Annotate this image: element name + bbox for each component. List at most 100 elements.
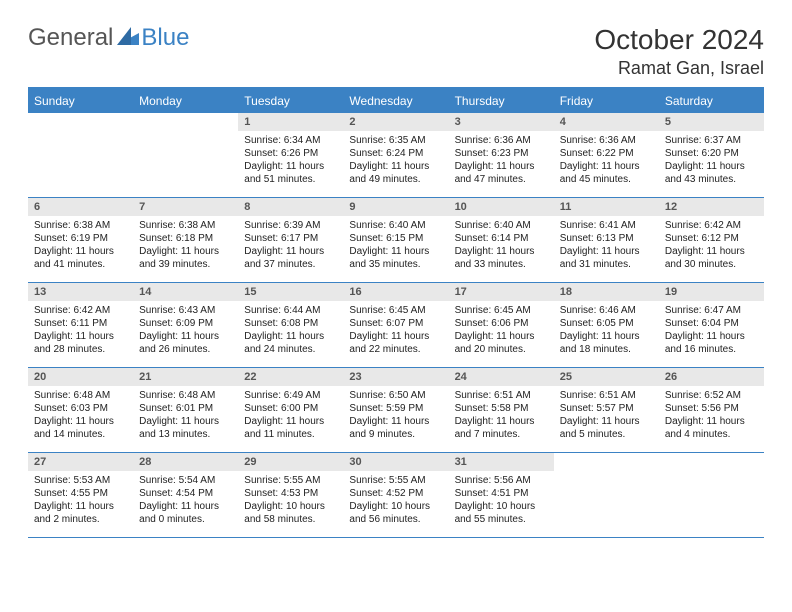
sunset-text: Sunset: 6:04 PM	[665, 317, 758, 330]
day-number: 27	[28, 453, 133, 471]
day-cell: 3Sunrise: 6:36 AMSunset: 6:23 PMDaylight…	[449, 113, 554, 197]
day-cell: 28Sunrise: 5:54 AMSunset: 4:54 PMDayligh…	[133, 453, 238, 537]
page: General Blue October 2024 Ramat Gan, Isr…	[0, 0, 792, 538]
brand-part2: Blue	[141, 24, 189, 52]
sunset-text: Sunset: 6:12 PM	[665, 232, 758, 245]
day-cell: 17Sunrise: 6:45 AMSunset: 6:06 PMDayligh…	[449, 283, 554, 367]
sunset-text: Sunset: 6:13 PM	[560, 232, 653, 245]
day-cell: 8Sunrise: 6:39 AMSunset: 6:17 PMDaylight…	[238, 198, 343, 282]
day-body: Sunrise: 6:37 AMSunset: 6:20 PMDaylight:…	[659, 131, 764, 192]
day-body: Sunrise: 6:36 AMSunset: 6:22 PMDaylight:…	[554, 131, 659, 192]
daylight-text: Daylight: 11 hours and 9 minutes.	[349, 415, 442, 441]
daylight-text: Daylight: 11 hours and 28 minutes.	[34, 330, 127, 356]
day-body: Sunrise: 6:48 AMSunset: 6:01 PMDaylight:…	[133, 386, 238, 447]
sunrise-text: Sunrise: 6:43 AM	[139, 304, 232, 317]
day-body: Sunrise: 6:45 AMSunset: 6:06 PMDaylight:…	[449, 301, 554, 362]
daylight-text: Daylight: 11 hours and 14 minutes.	[34, 415, 127, 441]
day-number: 25	[554, 368, 659, 386]
dow-monday: Monday	[133, 89, 238, 113]
day-body: Sunrise: 5:55 AMSunset: 4:53 PMDaylight:…	[238, 471, 343, 532]
day-body: Sunrise: 6:38 AMSunset: 6:19 PMDaylight:…	[28, 216, 133, 277]
day-number: 21	[133, 368, 238, 386]
daylight-text: Daylight: 10 hours and 58 minutes.	[244, 500, 337, 526]
header: General Blue October 2024 Ramat Gan, Isr…	[28, 24, 764, 79]
day-cell: 6Sunrise: 6:38 AMSunset: 6:19 PMDaylight…	[28, 198, 133, 282]
day-cell: 7Sunrise: 6:38 AMSunset: 6:18 PMDaylight…	[133, 198, 238, 282]
daylight-text: Daylight: 11 hours and 33 minutes.	[455, 245, 548, 271]
day-cell: 1Sunrise: 6:34 AMSunset: 6:26 PMDaylight…	[238, 113, 343, 197]
sunset-text: Sunset: 4:51 PM	[455, 487, 548, 500]
daylight-text: Daylight: 11 hours and 49 minutes.	[349, 160, 442, 186]
daylight-text: Daylight: 10 hours and 55 minutes.	[455, 500, 548, 526]
day-cell-empty	[133, 113, 238, 197]
sunrise-text: Sunrise: 6:50 AM	[349, 389, 442, 402]
day-cell: 10 Sunrise: 6:40 AMSunset: 6:14 PMDayligh…	[449, 198, 554, 282]
day-cell: 18Sunrise: 6:46 AMSunset: 6:05 PMDayligh…	[554, 283, 659, 367]
day-number: 1	[238, 113, 343, 131]
day-number: 30	[343, 453, 448, 471]
day-number: 9	[343, 198, 448, 216]
week-row: 1Sunrise: 6:34 AMSunset: 6:26 PMDaylight…	[28, 113, 764, 198]
day-body: Sunrise: 6:36 AMSunset: 6:23 PMDaylight:…	[449, 131, 554, 192]
sunrise-text: Sunrise: 6:38 AM	[139, 219, 232, 232]
sunset-text: Sunset: 6:17 PM	[244, 232, 337, 245]
dow-wednesday: Wednesday	[343, 89, 448, 113]
daylight-text: Daylight: 11 hours and 24 minutes.	[244, 330, 337, 356]
day-number: 31	[449, 453, 554, 471]
day-number: 18	[554, 283, 659, 301]
sunrise-text: Sunrise: 5:55 AM	[244, 474, 337, 487]
daylight-text: Daylight: 11 hours and 2 minutes.	[34, 500, 127, 526]
day-number: 10	[449, 198, 554, 216]
sunrise-text: Sunrise: 6:51 AM	[560, 389, 653, 402]
sunrise-text: Sunrise: 6:41 AM	[560, 219, 653, 232]
sunrise-text: Sunrise: 6:48 AM	[34, 389, 127, 402]
day-number: 19	[659, 283, 764, 301]
sunrise-text: Sunrise: 6:49 AM	[244, 389, 337, 402]
sunrise-text: Sunrise: 6:40 AM	[455, 219, 548, 232]
day-cell: 16Sunrise: 6:45 AMSunset: 6:07 PMDayligh…	[343, 283, 448, 367]
day-number: 12	[659, 198, 764, 216]
day-cell: 24Sunrise: 6:51 AMSunset: 5:58 PMDayligh…	[449, 368, 554, 452]
sunset-text: Sunset: 5:58 PM	[455, 402, 548, 415]
sunrise-text: Sunrise: 6:45 AM	[349, 304, 442, 317]
day-cell-empty	[554, 453, 659, 537]
day-cell: 11 Sunrise: 6:41 AMSunset: 6:13 PMDayligh…	[554, 198, 659, 282]
sunset-text: Sunset: 6:19 PM	[34, 232, 127, 245]
daylight-text: Daylight: 11 hours and 11 minutes.	[244, 415, 337, 441]
week-row: 13Sunrise: 6:42 AMSunset: 6:11 PMDayligh…	[28, 283, 764, 368]
day-body: Sunrise: 6:51 AMSunset: 5:57 PMDaylight:…	[554, 386, 659, 447]
day-body: Sunrise: 5:55 AMSunset: 4:52 PMDaylight:…	[343, 471, 448, 532]
day-cell: 22Sunrise: 6:49 AMSunset: 6:00 PMDayligh…	[238, 368, 343, 452]
day-body: Sunrise: 6:35 AMSunset: 6:24 PMDaylight:…	[343, 131, 448, 192]
daylight-text: Daylight: 11 hours and 31 minutes.	[560, 245, 653, 271]
sunrise-text: Sunrise: 6:35 AM	[349, 134, 442, 147]
daylight-text: Daylight: 11 hours and 51 minutes.	[244, 160, 337, 186]
day-body: Sunrise: 6:39 AMSunset: 6:17 PMDaylight:…	[238, 216, 343, 277]
sunrise-text: Sunrise: 6:34 AM	[244, 134, 337, 147]
day-number: 24	[449, 368, 554, 386]
day-body: Sunrise: 6:43 AMSunset: 6:09 PMDaylight:…	[133, 301, 238, 362]
day-cell: 2Sunrise: 6:35 AMSunset: 6:24 PMDaylight…	[343, 113, 448, 197]
sunset-text: Sunset: 6:07 PM	[349, 317, 442, 330]
day-cell: 29Sunrise: 5:55 AMSunset: 4:53 PMDayligh…	[238, 453, 343, 537]
sunrise-text: Sunrise: 6:45 AM	[455, 304, 548, 317]
sunrise-text: Sunrise: 6:52 AM	[665, 389, 758, 402]
sunset-text: Sunset: 6:14 PM	[455, 232, 548, 245]
day-number: 14	[133, 283, 238, 301]
sunset-text: Sunset: 6:22 PM	[560, 147, 653, 160]
day-cell: 25Sunrise: 6:51 AMSunset: 5:57 PMDayligh…	[554, 368, 659, 452]
day-number: 13	[28, 283, 133, 301]
day-number: 8	[238, 198, 343, 216]
sunset-text: Sunset: 6:03 PM	[34, 402, 127, 415]
daylight-text: Daylight: 11 hours and 18 minutes.	[560, 330, 653, 356]
sunset-text: Sunset: 5:57 PM	[560, 402, 653, 415]
day-body: Sunrise: 6:45 AMSunset: 6:07 PMDaylight:…	[343, 301, 448, 362]
day-body: Sunrise: 6:42 AMSunset: 6:11 PMDaylight:…	[28, 301, 133, 362]
day-number: 11	[554, 198, 659, 216]
daylight-text: Daylight: 11 hours and 5 minutes.	[560, 415, 653, 441]
day-cell: 27Sunrise: 5:53 AMSunset: 4:55 PMDayligh…	[28, 453, 133, 537]
sunset-text: Sunset: 6:08 PM	[244, 317, 337, 330]
day-number: 22	[238, 368, 343, 386]
sunset-text: Sunset: 6:15 PM	[349, 232, 442, 245]
sunset-text: Sunset: 6:18 PM	[139, 232, 232, 245]
